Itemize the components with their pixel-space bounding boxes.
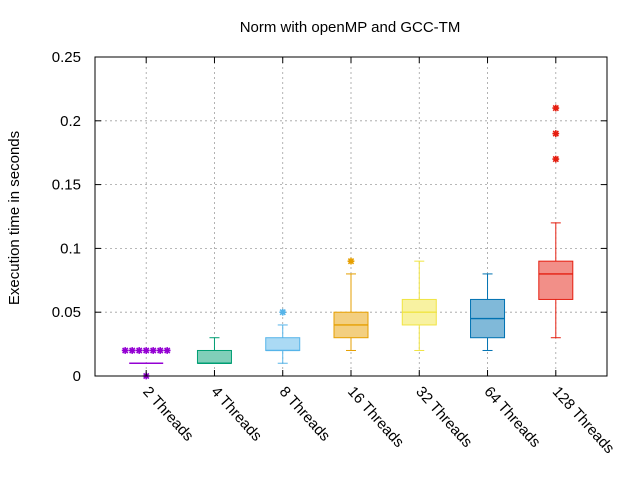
y-axis-label: Execution time in seconds [6,131,23,305]
box-outlier [279,308,287,316]
box-outlier [156,347,164,354]
box-outlier [552,104,560,112]
y-tick-label: 0.1 [60,240,81,257]
box-outlier [128,347,136,354]
box-outlier [142,347,150,354]
y-tick-label: 0.2 [60,113,81,130]
y-tick-label: 0.05 [52,304,81,321]
box-group [401,260,437,351]
y-tick-label: 0 [73,368,81,385]
box-body [265,337,301,351]
box-group [333,257,369,351]
box-outlier [552,130,560,137]
box-outlier [149,347,157,354]
box-outlier [552,155,560,163]
box-outlier [347,257,355,265]
box-group [470,273,506,351]
box-outlier [163,347,171,354]
box-outlier [135,347,143,354]
chart-title: Norm with openMP and GCC-TM [240,19,461,36]
box-group [538,104,574,339]
box-group [196,337,232,364]
box-body [538,260,574,300]
y-tick-label: 0.15 [52,177,81,194]
y-tick-label: 0.25 [52,49,81,66]
box-body [196,349,232,364]
box-outlier [121,347,129,354]
box-series [121,104,574,380]
box-group [265,308,301,364]
